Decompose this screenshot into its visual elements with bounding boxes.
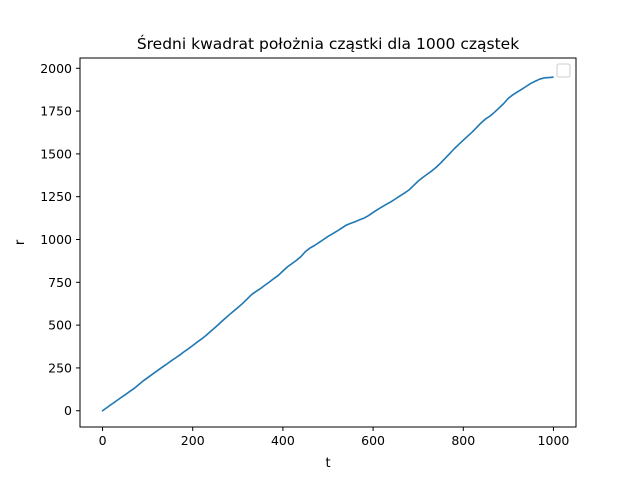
- x-tick-label: 200: [181, 433, 205, 448]
- series-line: [101, 76, 554, 412]
- chart-title: Średni kwadrat położnia cząstki dla 1000…: [137, 34, 519, 53]
- y-tick-label: 750: [48, 275, 72, 290]
- x-tick-label: 1000: [538, 433, 570, 448]
- y-tick-label: 500: [48, 318, 72, 333]
- y-tick-label: 1250: [40, 189, 72, 204]
- x-tick-label: 400: [271, 433, 295, 448]
- x-tick-label: 0: [99, 433, 107, 448]
- plot-frame: [79, 57, 577, 428]
- legend-box: [556, 63, 571, 78]
- y-tick-label: 1750: [40, 104, 72, 119]
- y-tick-label: 1500: [40, 146, 72, 161]
- y-tick-label: 0: [64, 403, 72, 418]
- y-axis-ticks: 0 250 500 750 1000 1250 1500 1750 2000: [40, 61, 80, 418]
- y-axis-label: r: [13, 239, 28, 245]
- plot-area: [80, 58, 576, 427]
- legend: [556, 63, 571, 78]
- y-tick-label: 2000: [40, 61, 72, 76]
- x-tick-label: 600: [361, 433, 385, 448]
- x-axis-ticks: 0 200 400 600 800 1000: [99, 427, 570, 448]
- x-axis-label: t: [325, 456, 330, 471]
- y-tick-label: 1000: [40, 232, 72, 247]
- x-tick-label: 800: [451, 433, 475, 448]
- y-tick-label: 250: [48, 360, 72, 375]
